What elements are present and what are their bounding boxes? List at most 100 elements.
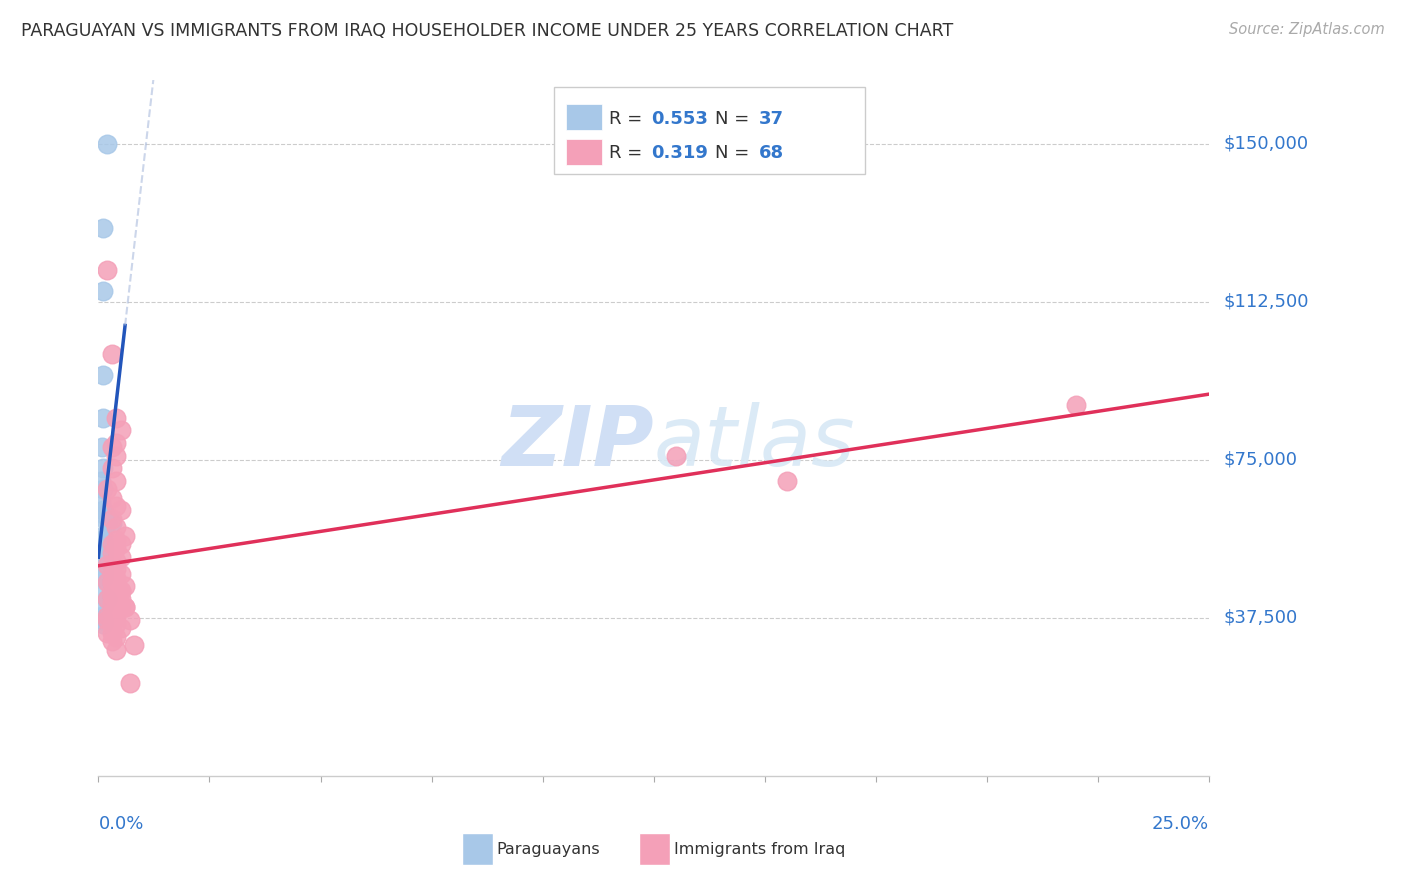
Point [114,600,136,615]
Point [100,566,122,581]
Point [91,608,114,623]
Text: $75,000: $75,000 [1223,450,1298,469]
Point [110,591,132,606]
Point [91,600,114,615]
Text: Immigrants from Iraq: Immigrants from Iraq [673,841,845,856]
Point [100,545,122,559]
Point [96,483,118,497]
Point [91,554,114,568]
Point [91,284,114,298]
Text: Paraguayans: Paraguayans [496,841,600,856]
Point [110,503,132,517]
Point [90,558,112,573]
Point [110,600,132,615]
Point [100,583,122,598]
Point [91,617,114,632]
Point [100,575,122,590]
Point [110,583,132,598]
Point [96,558,118,573]
Point [94,508,117,522]
Point [91,549,114,564]
Point [105,449,128,463]
Point [91,554,114,568]
Text: ZIP: ZIP [501,401,654,483]
Point [91,571,114,585]
Text: 68: 68 [759,145,785,162]
Text: R =: R = [609,145,648,162]
Point [118,613,141,627]
Point [110,549,132,564]
Point [91,566,114,581]
FancyBboxPatch shape [567,104,602,130]
Point [105,554,128,568]
Point [122,638,145,652]
Point [100,461,122,475]
Point [110,423,132,437]
Text: N =: N = [714,110,755,128]
Point [100,617,122,632]
Text: $150,000: $150,000 [1223,135,1308,153]
Point [100,512,122,526]
Text: PARAGUAYAN VS IMMIGRANTS FROM IRAQ HOUSEHOLDER INCOME UNDER 25 YEARS CORRELATION: PARAGUAYAN VS IMMIGRANTS FROM IRAQ HOUSE… [21,22,953,40]
Point [114,529,136,543]
Point [776,474,799,488]
Text: R =: R = [609,110,648,128]
Point [105,541,128,556]
Point [105,617,128,632]
Point [105,600,128,615]
Point [100,634,122,648]
Text: 37: 37 [759,110,785,128]
Text: 0.319: 0.319 [651,145,709,162]
Point [114,579,136,593]
Point [105,533,128,547]
Point [91,440,114,454]
Point [100,596,122,610]
Text: 0.553: 0.553 [651,110,709,128]
Point [105,583,128,598]
Point [105,642,128,657]
FancyBboxPatch shape [461,833,492,865]
Point [100,516,122,530]
FancyBboxPatch shape [640,833,671,865]
Text: $37,500: $37,500 [1223,609,1298,627]
Point [96,625,118,640]
Point [91,410,114,425]
Point [105,410,128,425]
Point [100,575,122,590]
Point [105,596,128,610]
Point [100,491,122,505]
Point [91,529,114,543]
Point [1064,398,1087,412]
Point [110,583,132,598]
Point [91,483,114,497]
Point [110,622,132,636]
Point [100,440,122,454]
Point [105,520,128,534]
Text: atlas: atlas [654,401,855,483]
Point [105,474,128,488]
Point [91,613,114,627]
Point [90,474,112,488]
Point [105,630,128,644]
Point [100,537,122,551]
FancyBboxPatch shape [567,139,602,165]
Text: $112,500: $112,500 [1223,293,1309,310]
Point [91,537,114,551]
Point [105,436,128,450]
Point [96,613,118,627]
Point [118,676,141,690]
Point [100,558,122,573]
Point [91,588,114,602]
Point [110,537,132,551]
Point [105,608,128,623]
Point [91,558,114,573]
Point [100,625,122,640]
Point [91,533,114,547]
Point [91,541,114,556]
Point [110,566,132,581]
Point [114,600,136,615]
Point [96,575,118,590]
Point [105,562,128,576]
Point [96,591,118,606]
Point [90,566,112,581]
